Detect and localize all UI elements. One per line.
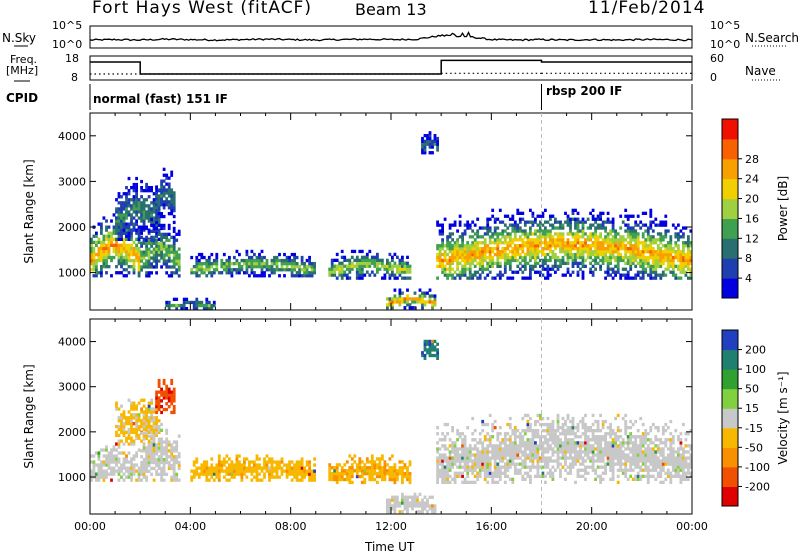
colorbar-swatch [722,349,738,370]
colorbar-tick-label: 8 [745,252,752,265]
y-axis-label: Slant Range [km] [22,159,36,263]
y-tick-label: 1000 [58,471,86,484]
frequency-panel [14,55,782,82]
y-tick-label: 4000 [58,336,86,349]
colorbar-swatch [722,138,738,160]
freq-left-top-label: 18 [65,52,79,65]
colorbars: 4 8 12 16 20 24 28 Power [dB] -200 -100 -50 -15 15 50… [721,118,790,507]
colorbar-tick-label: 15 [745,402,759,415]
echo-cells [90,131,693,311]
cpid-segment-label-1: normal (fast) 151 IF [93,92,228,106]
noise-left-top-label: 10^5 [52,19,83,32]
colorbar-swatch [722,158,738,180]
frequency-line [90,59,692,75]
noise-panel [14,25,786,49]
colorbar-swatch [722,369,738,390]
colorbar-tick-label: 50 [745,383,759,396]
colorbar-swatch [722,178,738,200]
colorbar-tick-label: -15 [745,422,763,435]
colorbar-swatch [722,258,738,279]
y-tick-label: 2000 [58,426,86,439]
x-tick-label: 12:00 [375,520,407,533]
y-tick-label: 2000 [58,221,86,234]
colorbar-tick-label: -50 [745,441,763,454]
colorbar-tick-label: 24 [745,173,759,186]
x-tick-label: 00:00 [676,520,708,533]
colorbar-swatch [722,427,738,448]
colorbar-tick-label: 28 [745,153,759,166]
echo-cells [90,339,693,514]
y-tick-label: 3000 [58,175,86,188]
x-tick-label: 04:00 [174,520,206,533]
power-panel: 1000 2000 3000 4000 Slant Range [km] [22,112,693,311]
colorbar-tick-label: 16 [745,212,759,225]
cpid-label: CPID [6,91,39,105]
colorbar-tick-label: 200 [745,344,766,357]
colorbar-swatch [722,466,738,487]
colorbar-swatch [722,388,738,409]
beam-title: Beam 13 [355,0,427,19]
y-tick-label: 1000 [58,267,86,280]
colorbar-swatch [722,408,738,429]
colorbar-tick-label: 12 [745,232,759,245]
colorbar-label: Power [dB] [776,176,790,241]
nsky-label: N.Sky [2,31,37,45]
date-title: 11/Feb/2014 [588,0,706,18]
colorbar-tick-label: 4 [745,272,752,285]
colorbar-tick-label: -100 [745,461,770,474]
cpid-segment-label-2: rbsp 200 IF [546,84,623,98]
freq-label-2: [MHz] [6,64,39,77]
colorbar-swatch [722,198,738,219]
x-tick-label: 20:00 [576,520,608,533]
noise-left-bottom-label: 10^0 [52,38,83,51]
colorbar-tick-label: 100 [745,363,766,376]
freq-label-1: Freq. [10,53,38,66]
x-tick-label: 16:00 [475,520,507,533]
x-axis-label: Time UT [365,540,415,554]
colorbar-swatch [722,218,738,239]
colorbar-swatch [722,238,738,259]
y-tick-label: 4000 [58,130,86,143]
freq-right-bottom-label: 0 [710,71,717,84]
colorbar-swatch [722,447,738,468]
colorbar-swatch [722,119,738,140]
freq-left-bottom-label: 8 [71,71,78,84]
velocity-colorbar: -200 -100 -50 -15 15 50 100 200 Velocity [m s⁻¹] [721,329,790,507]
nsearch-label: N.Search [745,31,800,45]
nave-label: Nave [745,64,776,78]
velocity-panel: 1000 2000 3000 4000 Slant Range [km] 00:00 04:… [22,318,708,533]
noise-right-bottom-label: 10^0 [710,38,741,51]
y-axis-label: Slant Range [km] [22,364,36,468]
x-tick-label: 08:00 [275,520,307,533]
noise-right-top-label: 10^5 [710,19,741,32]
nsky-line [89,31,693,42]
x-tick-label: 00:00 [74,520,106,533]
colorbar-tick-label: -200 [745,480,770,493]
colorbar-swatch [722,330,738,351]
power-colorbar: 4 8 12 16 20 24 28 Power [dB] [721,118,790,299]
colorbar-swatch [722,278,738,299]
colorbar-label: Velocity [m s⁻¹] [776,371,790,464]
colorbar-swatch [722,486,738,507]
cpid-panel [89,84,693,110]
station-title: Fort Hays West (fitACF) [92,0,312,18]
colorbar-tick-label: 20 [745,193,759,206]
freq-right-top-label: 60 [710,52,724,65]
y-tick-label: 3000 [58,381,86,394]
